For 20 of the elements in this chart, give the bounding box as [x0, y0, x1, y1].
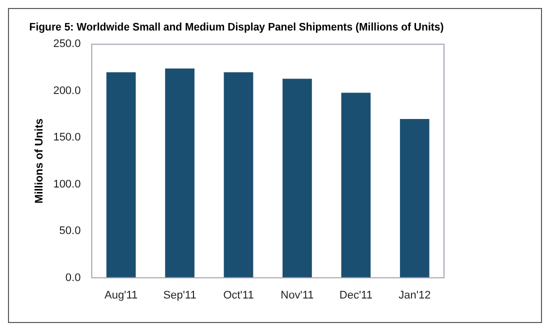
y-tick-label: 150.0	[53, 132, 81, 144]
x-tick-label: Dec'11	[339, 289, 372, 302]
bar	[106, 72, 136, 278]
bar	[224, 72, 254, 278]
bar	[341, 92, 371, 278]
x-tick-label: Sep'11	[163, 289, 196, 302]
y-axis-title: Millions of Units	[34, 118, 46, 204]
x-tick-label: Nov'11	[280, 289, 314, 302]
chart-title: Figure 5: Worldwide Small and Medium Display Panel Shipments (Millions of Units)	[29, 21, 444, 34]
x-tick-label: Jan'12	[398, 289, 431, 302]
y-tick-label: 100.0	[53, 178, 81, 190]
y-tick-label: 0.0	[65, 272, 81, 284]
x-tick-label: Aug'11	[104, 289, 138, 302]
bar	[282, 78, 312, 278]
y-tick-label: 250.0	[53, 38, 81, 50]
y-tick-label: 200.0	[53, 84, 81, 97]
y-tick-label: 50.0	[59, 225, 81, 238]
bar	[165, 68, 194, 278]
bar	[400, 118, 430, 278]
x-tick-label: Oct'11	[223, 289, 254, 302]
